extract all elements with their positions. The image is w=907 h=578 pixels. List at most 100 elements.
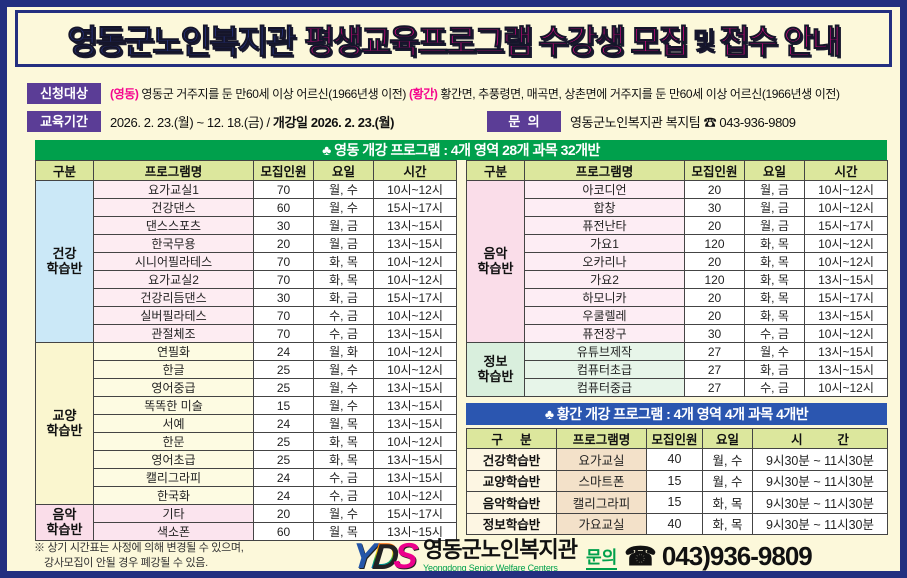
- program-cell: 건강리듬댄스: [93, 288, 254, 307]
- table-row: 정보학습반 가요교실 40 화, 목 9시30분 ~ 11시30분: [466, 512, 888, 535]
- program-cell: 하모니카: [524, 288, 685, 307]
- page-title: 영동군노인복지관 평생교육프로그램 수강생 모집 및 접수 안내: [15, 10, 892, 67]
- title-and: 및: [693, 28, 716, 56]
- table-row: 오카리나 20 화, 목 10시~12시: [467, 252, 888, 271]
- days-cell: 월, 금: [744, 198, 805, 217]
- time-cell: 13시~15시: [804, 270, 888, 289]
- time-cell: 10시~12시: [373, 252, 457, 271]
- capacity-cell: 25: [253, 378, 314, 397]
- program-cell: 똑똑한 미술: [93, 396, 254, 415]
- time-cell: 15시~17시: [373, 504, 457, 523]
- days-cell: 월, 수: [313, 180, 374, 199]
- capacity-cell: 20: [253, 504, 314, 523]
- column-header: 구분: [35, 160, 94, 181]
- footer-note: ※ 상기 시간표는 사정에 의해 변경될 수 있으며, 강사모집이 안될 경우 …: [34, 541, 244, 571]
- yeongdong-left-table: 구분 프로그램명 모집인원 요일 시간 건강 학습반 요가교실1 70 월, 수 10시~12시 건…: [35, 160, 457, 541]
- time-cell: 13시~15시: [804, 360, 888, 379]
- capacity-cell: 15: [646, 469, 703, 492]
- org-name-ko: 영동군노인복지관: [423, 537, 578, 562]
- program-cell: 오카리나: [524, 252, 685, 271]
- time-cell: 13시~15시: [373, 234, 457, 253]
- period-dates: 2026. 2. 23.(월) ~ 12. 18.(금) /: [110, 115, 273, 130]
- table-row: 건강 학습반 요가교실1 70 월, 수 10시~12시: [35, 180, 457, 343]
- program-cell: 영어중급: [93, 378, 254, 397]
- time-cell: 10시~12시: [373, 180, 457, 199]
- program-cell: 스마트폰: [556, 469, 647, 492]
- days-cell: 월, 수: [702, 448, 753, 471]
- note-line-2: 강사모집이 안될 경우 폐강될 수 있음.: [44, 557, 208, 569]
- days-cell: 수, 금: [313, 324, 374, 343]
- days-cell: 화, 목: [744, 270, 805, 289]
- table-row: 음악 학습반 기타 20 월, 수 15시~17시: [35, 504, 457, 541]
- program-cell: 캘리그라피: [556, 491, 647, 514]
- table-row: 퓨전난타 20 월, 금 15시~17시: [467, 216, 888, 235]
- column-header: 모집인원: [646, 428, 703, 449]
- capacity-cell: 120: [684, 270, 745, 289]
- program-cell: 합창: [524, 198, 685, 217]
- table-row: 똑똑한 미술 15 월, 수 13시~15시: [36, 396, 457, 415]
- days-cell: 수, 금: [744, 378, 805, 397]
- days-cell: 화, 금: [313, 288, 374, 307]
- eligibility-yeongdong-text: 영동군 거주지를 둔 만60세 이상 어르신(1966년생 이전): [138, 87, 409, 101]
- days-cell: 월, 목: [313, 522, 374, 541]
- table-row: 건강리듬댄스 30 화, 금 15시~17시: [36, 288, 457, 307]
- org-name-en: Yeongdong Senior Welfare Centers: [423, 563, 558, 573]
- logo-letter-s: S: [391, 535, 417, 576]
- capacity-cell: 40: [646, 448, 703, 471]
- capacity-cell: 30: [253, 216, 314, 235]
- column-header: 프로그램명: [93, 160, 254, 181]
- title-org-name: 영동군노인복지관: [67, 22, 297, 60]
- capacity-cell: 24: [253, 342, 314, 361]
- tag-hwanggan: (황간): [408, 87, 438, 101]
- period-label: 교육기간: [27, 111, 101, 132]
- period-start-date: 개강일 2026. 2. 23.(월): [272, 115, 395, 130]
- program-cell: 아코디언: [524, 180, 685, 199]
- table-row: 가요1 120 화, 목 10시~12시: [467, 234, 888, 253]
- capacity-cell: 70: [253, 270, 314, 289]
- table-row: 캘리그라피 24 수, 금 13시~15시: [36, 468, 457, 487]
- header-row: 구 분 프로그램명 모집인원 요일 시 간: [466, 428, 888, 449]
- days-cell: 수, 금: [313, 306, 374, 325]
- program-cell: 가요교실: [556, 512, 647, 535]
- time-cell: 13시~15시: [373, 468, 457, 487]
- time-cell: 15시~17시: [373, 288, 457, 307]
- table-head: 구 분 프로그램명 모집인원 요일 시 간: [466, 428, 888, 449]
- capacity-cell: 40: [646, 512, 703, 535]
- table-row: 한글 25 월, 수 10시~12시: [36, 360, 457, 379]
- time-cell: 15시~17시: [804, 288, 888, 307]
- days-cell: 월, 수: [313, 396, 374, 415]
- capacity-cell: 70: [253, 306, 314, 325]
- capacity-cell: 120: [684, 234, 745, 253]
- program-cell: 요가교실2: [93, 270, 254, 289]
- table-row: 교양학습반 스마트폰 15 월, 수 9시30분 ~ 11시30분: [466, 469, 888, 492]
- program-cell: 댄스스포츠: [93, 216, 254, 235]
- days-cell: 화, 목: [744, 288, 805, 307]
- table-row: 영어중급 25 월, 수 13시~15시: [36, 378, 457, 397]
- time-cell: 10시~12시: [804, 324, 888, 343]
- time-cell: 10시~12시: [373, 342, 457, 361]
- table-row: 합창 30 월, 금 10시~12시: [467, 198, 888, 217]
- time-cell: 15시~17시: [373, 198, 457, 217]
- program-cell: 관절체조: [93, 324, 254, 343]
- days-cell: 월, 금: [313, 216, 374, 235]
- program-cell: 퓨전장구: [524, 324, 685, 343]
- time-cell: 13시~15시: [373, 378, 457, 397]
- time-cell: 13시~15시: [373, 522, 457, 541]
- table-row: 영어초급 25 화, 목 13시~15시: [36, 450, 457, 469]
- table-row: 한국화 24 수, 금 10시~12시: [36, 486, 457, 505]
- eligibility-hwanggan-text: 황간면, 추풍령면, 매곡면, 상촌면에 거주지를 둔 만60세 이상 어르신(…: [437, 87, 840, 101]
- hwanggan-section-header: ♣ 황간 개강 프로그램 : 4개 영역 4개 과목 4개반: [466, 403, 887, 425]
- days-cell: 화, 목: [744, 306, 805, 325]
- eligibility-row: 신청대상 (영동) 영동군 거주지를 둔 만60세 이상 어르신(1966년생 …: [27, 83, 840, 104]
- capacity-cell: 25: [253, 432, 314, 451]
- capacity-cell: 30: [684, 324, 745, 343]
- time-cell: 10시~12시: [804, 234, 888, 253]
- days-cell: 화, 목: [744, 234, 805, 253]
- capacity-cell: 20: [684, 252, 745, 271]
- program-cell: 요가교실: [556, 448, 647, 471]
